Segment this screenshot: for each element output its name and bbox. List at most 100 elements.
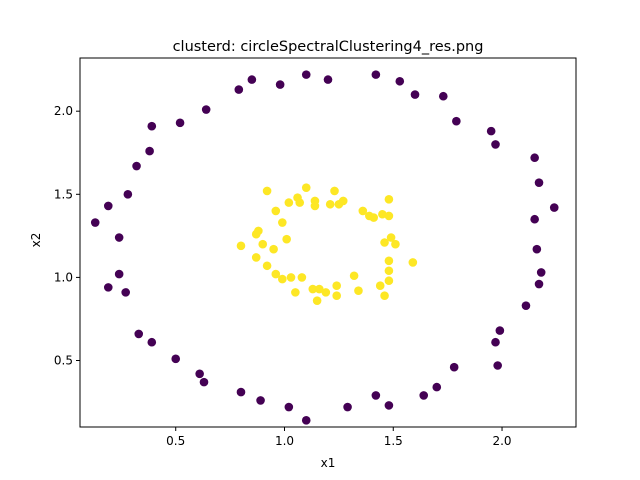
- data-point-cluster-1: [269, 244, 278, 254]
- data-point-cluster-0: [530, 153, 539, 163]
- data-point-cluster-0: [495, 326, 505, 335]
- plot-area: [79, 57, 577, 428]
- data-point-cluster-0: [549, 203, 559, 212]
- data-point-cluster-0: [449, 362, 459, 372]
- data-point-cluster-1: [278, 274, 287, 284]
- data-point-cluster-1: [384, 194, 394, 204]
- data-point-cluster-0: [114, 233, 124, 242]
- chart-title: clusterd: circleSpectralClustering4_res.…: [173, 39, 484, 55]
- data-point-cluster-1: [380, 238, 389, 247]
- y-tick-label: 1.5: [54, 187, 73, 201]
- data-point-cluster-0: [171, 354, 181, 364]
- data-point-cluster-1: [278, 218, 287, 227]
- data-point-cluster-1: [271, 269, 281, 279]
- y-tick-label: 2.0: [54, 104, 73, 118]
- data-point-cluster-1: [262, 186, 272, 196]
- data-point-cluster-0: [275, 80, 285, 89]
- data-point-cluster-1: [251, 253, 261, 262]
- data-point-cluster-1: [332, 291, 342, 300]
- data-point-cluster-0: [121, 288, 130, 297]
- data-point-cluster-1: [375, 281, 385, 291]
- data-point-cluster-1: [349, 271, 359, 281]
- data-point-cluster-1: [310, 201, 320, 211]
- data-point-cluster-0: [134, 329, 144, 339]
- x-tick-label: 2.0: [492, 434, 511, 448]
- data-point-cluster-1: [251, 229, 261, 239]
- data-point-cluster-1: [384, 276, 394, 286]
- axes-frame: [79, 57, 577, 428]
- data-point-cluster-0: [530, 214, 539, 224]
- data-point-cluster-0: [534, 178, 544, 187]
- data-point-cluster-1: [354, 286, 363, 296]
- data-point-cluster-0: [247, 75, 257, 84]
- data-point-cluster-0: [371, 70, 381, 79]
- data-point-cluster-1: [314, 284, 324, 294]
- data-point-cluster-1: [321, 288, 331, 297]
- data-point-cluster-1: [330, 186, 339, 196]
- data-point-cluster-0: [534, 279, 544, 289]
- y-axis-label: x2: [29, 233, 43, 248]
- data-point-cluster-1: [312, 296, 322, 305]
- data-point-cluster-0: [491, 337, 500, 347]
- data-point-cluster-1: [384, 211, 394, 221]
- data-point-cluster-1: [369, 213, 378, 222]
- data-point-cluster-0: [486, 126, 496, 136]
- data-point-cluster-0: [201, 105, 211, 114]
- data-point-cluster-1: [301, 183, 311, 192]
- data-point-cluster-0: [236, 387, 246, 397]
- data-point-cluster-0: [493, 361, 502, 370]
- data-point-cluster-0: [301, 416, 311, 425]
- data-point-cluster-0: [90, 218, 100, 227]
- data-point-cluster-0: [147, 337, 157, 347]
- data-point-cluster-1: [380, 291, 389, 300]
- data-point-cluster-0: [132, 161, 141, 171]
- x-tick-label: 1.5: [384, 434, 403, 448]
- data-point-cluster-0: [343, 402, 352, 412]
- data-point-cluster-0: [438, 91, 448, 101]
- data-point-cluster-0: [532, 244, 542, 254]
- y-axis-ticks: 0.5 1.0 1.5 2.0: [54, 104, 80, 368]
- data-point-cluster-0: [114, 269, 124, 279]
- data-point-cluster-0: [536, 268, 546, 277]
- data-point-cluster-1: [282, 234, 291, 244]
- data-point-cluster-0: [145, 146, 154, 156]
- data-point-cluster-0: [123, 189, 133, 199]
- data-point-cluster-1: [286, 273, 296, 282]
- data-point-cluster-0: [521, 301, 531, 310]
- data-point-cluster-1: [295, 198, 305, 207]
- data-point-cluster-1: [236, 241, 246, 251]
- data-point-cluster-0: [234, 85, 244, 94]
- y-tick-label: 1.0: [54, 270, 73, 284]
- data-point-cluster-0: [147, 121, 157, 131]
- data-point-cluster-0: [195, 369, 204, 379]
- data-point-cluster-0: [452, 116, 461, 126]
- data-point-cluster-0: [284, 402, 294, 412]
- data-point-cluster-0: [175, 118, 185, 128]
- data-point-cluster-0: [103, 201, 113, 211]
- data-point-cluster-0: [395, 76, 405, 86]
- data-point-cluster-1: [271, 206, 281, 216]
- data-point-cluster-0: [491, 140, 500, 149]
- x-axis-label: x1: [321, 456, 336, 470]
- data-point-cluster-1: [308, 284, 318, 294]
- y-tick-label: 0.5: [54, 354, 73, 368]
- data-point-cluster-1: [338, 196, 348, 206]
- data-point-cluster-1: [325, 199, 335, 209]
- data-point-cluster-1: [262, 261, 272, 271]
- data-point-cluster-0: [410, 90, 420, 99]
- data-point-cluster-1: [384, 256, 394, 266]
- data-point-cluster-1: [391, 239, 400, 249]
- data-point-cluster-1: [258, 239, 268, 249]
- data-point-cluster-0: [419, 391, 429, 400]
- points-layer: [90, 70, 559, 425]
- data-point-cluster-1: [284, 198, 294, 207]
- data-point-cluster-0: [371, 391, 381, 400]
- x-tick-label: 1.0: [275, 434, 294, 448]
- data-point-cluster-1: [291, 288, 300, 297]
- data-point-cluster-1: [384, 266, 394, 276]
- data-point-cluster-0: [432, 382, 442, 392]
- data-point-cluster-0: [199, 377, 209, 387]
- data-point-cluster-0: [103, 283, 113, 292]
